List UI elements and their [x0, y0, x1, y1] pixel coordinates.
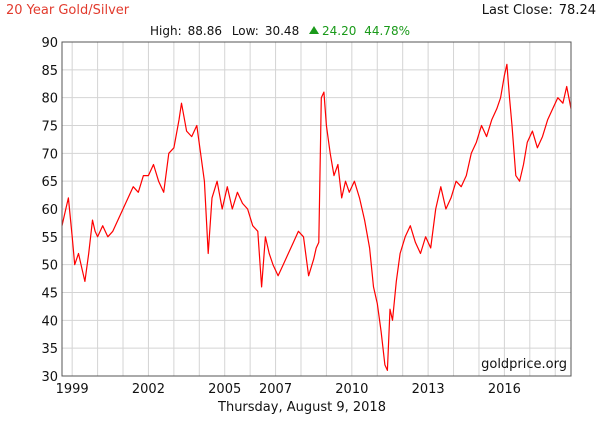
y-tick-label: 45 [41, 287, 58, 302]
x-tick-label: 2013 [412, 382, 445, 397]
y-tick-label: 65 [41, 175, 58, 190]
x-axis-ticks: 1999 2002 2005 2007 2010 2013 2016 [56, 382, 521, 397]
y-tick-label: 55 [41, 231, 58, 246]
chart-title: 20 Year Gold/Silver [6, 3, 130, 18]
series-line [61, 63, 572, 371]
y-tick-label: 40 [41, 314, 58, 329]
change-percent: 44.78% [364, 24, 410, 38]
footer-date: Thursday, August 9, 2018 [218, 400, 386, 415]
high-label: High: [150, 24, 182, 38]
y-tick-label: 60 [41, 203, 58, 218]
y-tick-label: 75 [41, 120, 58, 135]
high-value: 88.86 [187, 24, 222, 38]
x-tick-label: 2005 [208, 382, 241, 397]
chart-plot: 30 35 40 45 50 55 60 65 70 75 80 85 90 1999 2002 2005 2… [41, 36, 572, 397]
low-label: Low: [231, 24, 259, 38]
x-tick-label: 2007 [259, 382, 292, 397]
grid-lines [62, 41, 571, 377]
last-close-label: Last Close: [481, 3, 553, 18]
y-tick-label: 70 [41, 147, 58, 162]
stats-bar: High: 88.86 Low: 30.48 24.20 44.78% [150, 24, 410, 38]
x-tick-label: 2016 [488, 382, 521, 397]
y-tick-label: 80 [41, 92, 58, 107]
y-tick-label: 85 [41, 64, 58, 79]
change-value: 24.20 [322, 24, 357, 38]
x-tick-label: 1999 [56, 382, 89, 397]
y-axis-ticks: 30 35 40 45 50 55 60 65 70 75 80 85 90 [41, 36, 58, 385]
y-tick-label: 50 [41, 259, 58, 274]
last-close-value: 78.24 [558, 3, 596, 18]
y-tick-label: 90 [41, 36, 58, 51]
x-tick-label: 2002 [132, 382, 165, 397]
up-arrow-icon [309, 26, 320, 34]
plot-frame [61, 41, 572, 377]
low-value: 30.48 [264, 24, 300, 38]
x-tick-label: 2010 [335, 382, 368, 397]
last-close: Last Close: 78.24 [476, 3, 596, 18]
y-tick-label: 35 [41, 342, 58, 357]
y-tick-label: 30 [41, 370, 58, 385]
watermark: goldprice.org [481, 357, 567, 372]
